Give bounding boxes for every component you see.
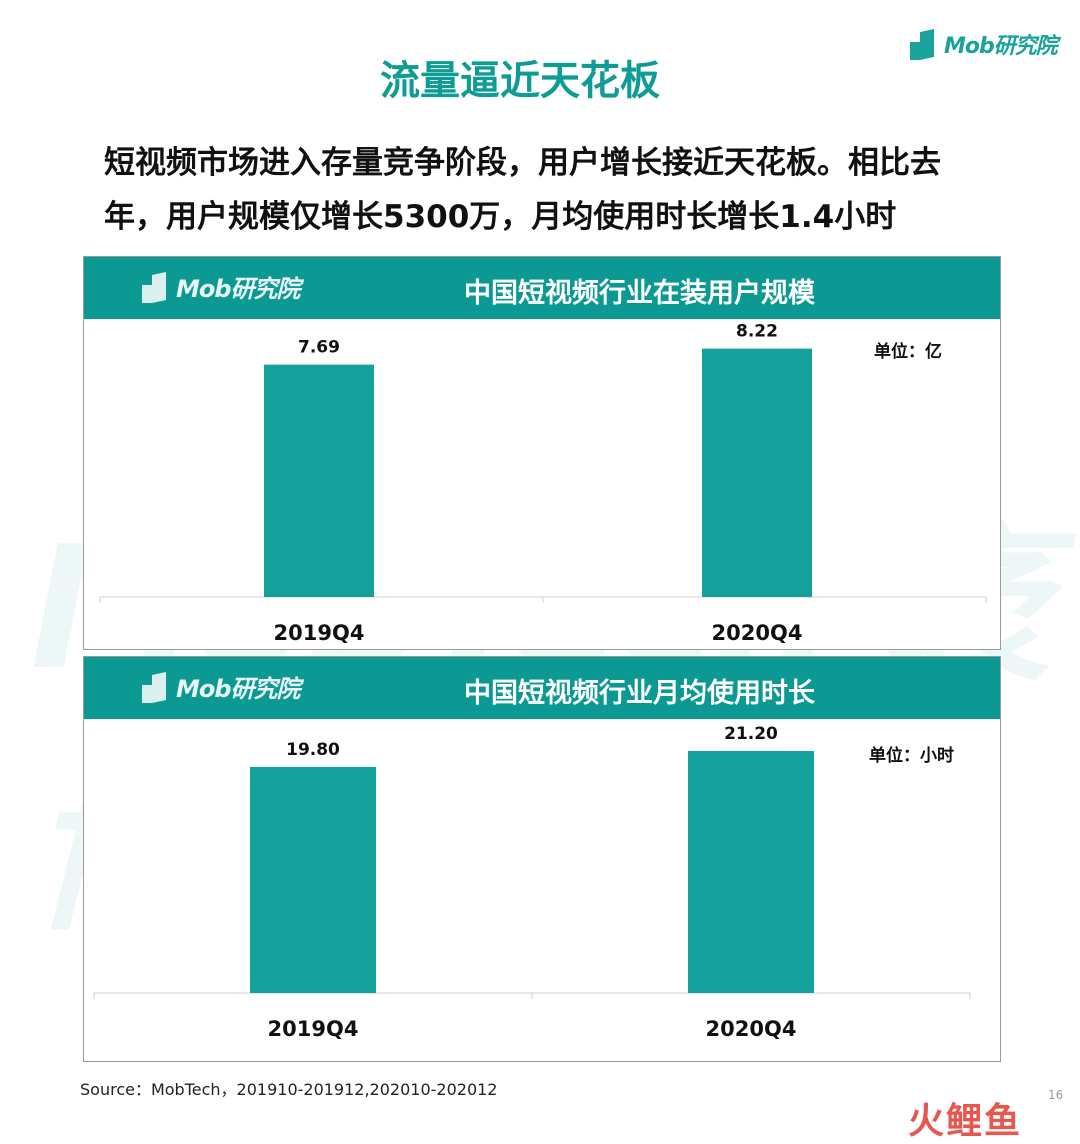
panel-header: Mob研究院 中国短视频行业月均使用时长 [84, 657, 1000, 719]
data-label: 8.22 [736, 322, 778, 342]
data-label: 21.20 [724, 724, 778, 744]
logo-mark-icon [142, 671, 172, 703]
chart-unit: 单位：小时 [869, 746, 954, 766]
category-label: 2019Q4 [274, 621, 365, 645]
chart-users-svg: 7.69 2019Q4 8.22 2020Q4 [99, 322, 987, 645]
category-label: 2019Q4 [268, 1017, 359, 1041]
panel-logo: Mob研究院 [142, 669, 301, 704]
page-number: 16 [1048, 1088, 1064, 1102]
panel-logo-text: Mob研究院 [176, 275, 301, 303]
corner-logo: 火鲤鱼 [908, 1101, 1023, 1142]
logo-mark-icon [910, 28, 940, 60]
bar-2019Q4 [264, 364, 374, 597]
chart-title: 中国短视频行业月均使用时长 [464, 678, 815, 709]
brand-logo: Mob研究院 [910, 26, 1058, 62]
category-label: 2020Q4 [706, 1017, 797, 1041]
bar-2020Q4 [702, 348, 812, 597]
page-subtitle: 短视频市场进入存量竞争阶段，用户增长接近天花板。相比去年，用户规模仅增长5300… [104, 145, 941, 235]
data-label: 19.80 [286, 740, 340, 760]
panel-logo: Mob研究院 [142, 269, 301, 304]
source-note: Source：MobTech，201910-201912,202010-2020… [80, 1080, 498, 1099]
panel-logo-text: Mob研究院 [176, 675, 301, 703]
brand-logo-text: Mob研究院 [944, 34, 1058, 59]
chart-unit: 单位：亿 [874, 342, 942, 362]
category-label: 2020Q4 [712, 621, 803, 645]
logo-mark-icon [142, 271, 172, 303]
bar-2020Q4 [688, 750, 814, 993]
bar-2019Q4 [250, 766, 376, 993]
data-label: 7.69 [298, 338, 340, 358]
chart-panel-duration: Mob研究院 中国短视频行业月均使用时长 单位：小时 19.80 2019Q4 21… [83, 656, 1001, 1062]
chart-panel-users: Mob研究院 中国短视频行业在装用户规模 单位：亿 7.69 2019Q4 8.22… [83, 256, 1001, 650]
chart-duration-svg: 19.80 2019Q4 21.20 2020Q4 [93, 724, 971, 1041]
page-title: 流量逼近天花板 [380, 58, 660, 104]
chart-title: 中国短视频行业在装用户规模 [464, 278, 815, 309]
panel-header: Mob研究院 中国短视频行业在装用户规模 [84, 257, 1000, 319]
